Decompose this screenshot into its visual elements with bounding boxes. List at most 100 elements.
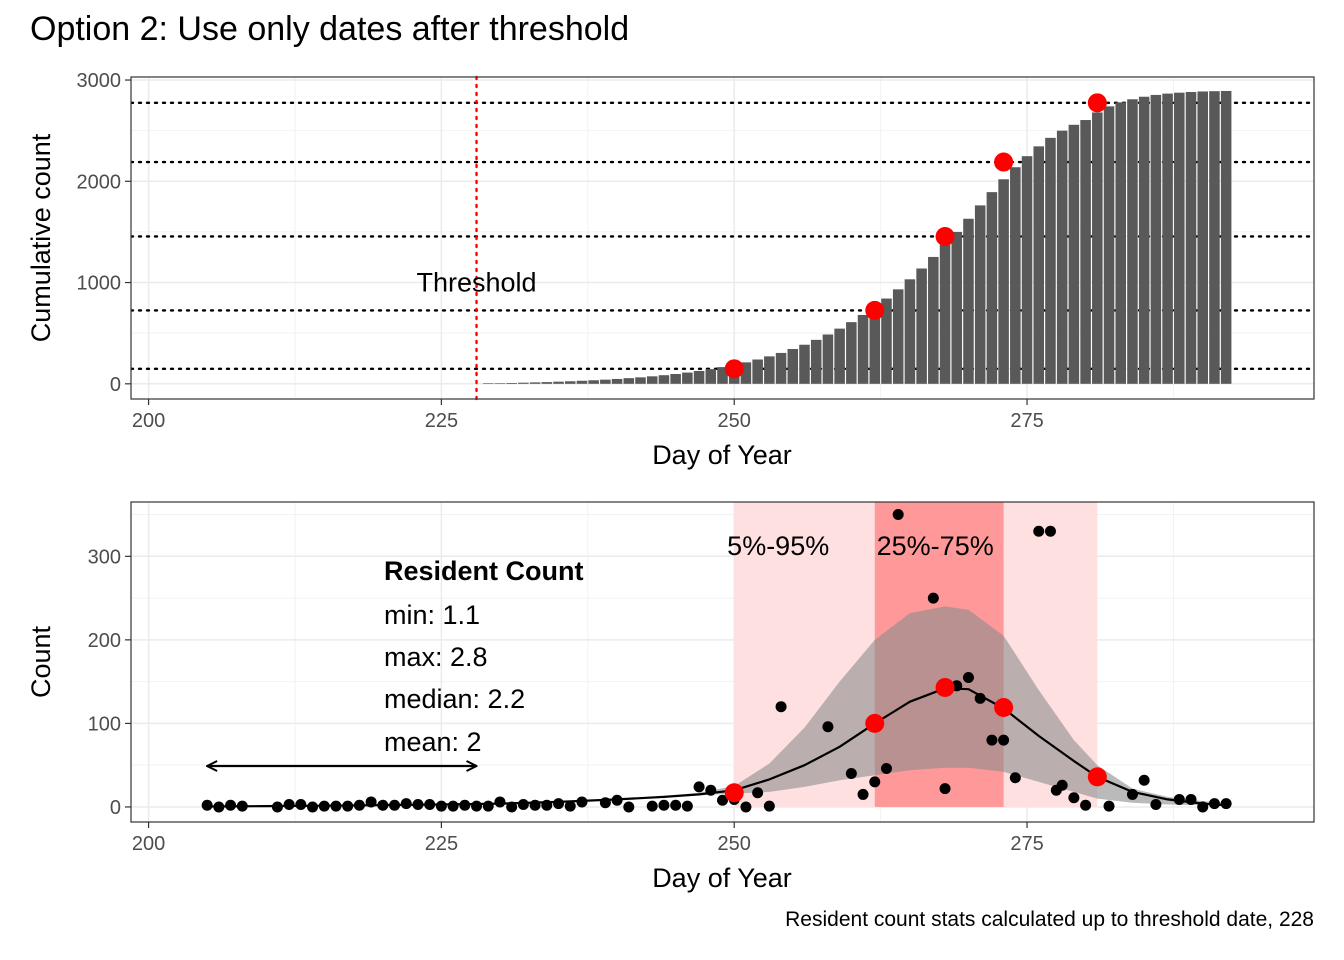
confidence-ribbon [663, 606, 1227, 806]
count-point [1056, 779, 1068, 791]
cumulative-bar [541, 382, 553, 384]
cumulative-bar [600, 379, 611, 384]
cumulative-bar [1010, 167, 1021, 384]
count-point [775, 701, 787, 713]
count-point [1068, 792, 1080, 804]
cumulative-bar [1021, 156, 1033, 384]
cumulative-bar [1056, 130, 1068, 384]
cumulative-bar [1138, 96, 1150, 384]
cumulative-bar [1080, 120, 1091, 384]
cumulative-bar [881, 298, 892, 384]
cumulative-bar [1092, 112, 1103, 384]
highlight-point [994, 152, 1014, 172]
count-point [1150, 798, 1162, 810]
annotation-max: max: 2.8 [384, 642, 488, 672]
count-point [1126, 788, 1138, 800]
count-point [1173, 793, 1185, 805]
cumulative-bar [553, 381, 564, 384]
cumulative-bar [1185, 91, 1197, 384]
cumulative-bar [1220, 90, 1232, 384]
cumulative-bar [494, 383, 506, 384]
band-label-outer: 5%-95% [727, 531, 829, 561]
cumulative-bar [705, 369, 717, 384]
annotation-min: min: 1.1 [384, 600, 480, 630]
count-point [611, 794, 623, 806]
count-point [330, 800, 342, 812]
cumulative-bar [928, 256, 939, 384]
cumulative-bar [588, 380, 599, 384]
bottom-x-tick-label: 200 [132, 833, 165, 855]
count-point [353, 799, 365, 811]
cumulative-bar [939, 244, 951, 384]
cumulative-bar [529, 382, 541, 384]
highlight-point [1087, 93, 1107, 113]
count-point [717, 794, 728, 806]
count-point [365, 796, 377, 808]
cumulative-bar [1174, 92, 1185, 384]
count-point [471, 800, 483, 812]
count-point [377, 799, 389, 811]
cumulative-bar [799, 344, 810, 384]
highlight-point [724, 783, 744, 803]
cumulative-bar [810, 339, 822, 384]
highlight-point [865, 713, 885, 733]
count-point [541, 799, 553, 811]
cumulative-bar [974, 205, 986, 384]
count-point [623, 801, 635, 813]
count-point [576, 796, 588, 808]
count-point [283, 798, 295, 810]
count-point [869, 776, 881, 788]
count-point [763, 800, 775, 812]
count-point [1197, 801, 1209, 813]
count-point [1103, 800, 1115, 812]
bottom-panel: 5%-95% 25%-75% Resident Count min: 1.1 m… [26, 501, 1315, 893]
cumulative-bar [869, 307, 881, 384]
top-y-tick-label: 1000 [77, 273, 122, 295]
count-point [482, 800, 494, 812]
highlight-point [935, 677, 955, 697]
top-y-tick-label: 3000 [77, 70, 122, 92]
count-point [447, 800, 459, 812]
fit-ribbon [663, 606, 1227, 806]
cumulative-bar [834, 328, 845, 384]
top-x-tick-label: 275 [1010, 410, 1043, 432]
count-point [225, 799, 237, 811]
cumulative-bar [1045, 137, 1056, 384]
annotation-heading: Resident Count [384, 556, 584, 586]
count-point [295, 798, 307, 810]
count-point [1208, 798, 1220, 810]
count-point [752, 787, 764, 799]
top-x-tick-label: 225 [425, 410, 458, 432]
top-x-tick-label: 250 [718, 410, 751, 432]
bottom-highlight-points [724, 677, 1107, 803]
bottom-x-axis-title: Day of Year [652, 863, 792, 893]
bottom-y-tick-label: 300 [88, 546, 121, 568]
annotation-mean: mean: 2 [384, 727, 482, 757]
cumulative-bar [846, 322, 857, 384]
cumulative-bar [1150, 94, 1162, 384]
count-point [271, 801, 283, 813]
cumulative-bar [670, 373, 681, 384]
count-point [658, 799, 670, 811]
cumulative-bar [951, 231, 963, 384]
top-y-axis-title: Cumulative count [26, 133, 56, 342]
cumulative-bar [787, 348, 799, 384]
highlight-point [724, 359, 744, 379]
count-point [845, 768, 857, 780]
bottom-y-ticks: 0 100 200 300 [88, 546, 131, 819]
cumulative-bar [1209, 91, 1220, 384]
cumulative-bar [998, 179, 1009, 384]
count-point [506, 801, 518, 813]
cumulative-bar [963, 218, 974, 384]
count-point [857, 788, 869, 800]
cumulative-bar [1162, 93, 1173, 384]
count-point [1185, 793, 1197, 805]
count-point [1080, 799, 1092, 811]
count-point [974, 692, 986, 704]
count-point [201, 799, 213, 811]
cumulative-bar [717, 367, 728, 384]
cumulative-bar [764, 356, 775, 384]
highlight-point [935, 226, 955, 246]
cumulative-bar [682, 372, 693, 384]
